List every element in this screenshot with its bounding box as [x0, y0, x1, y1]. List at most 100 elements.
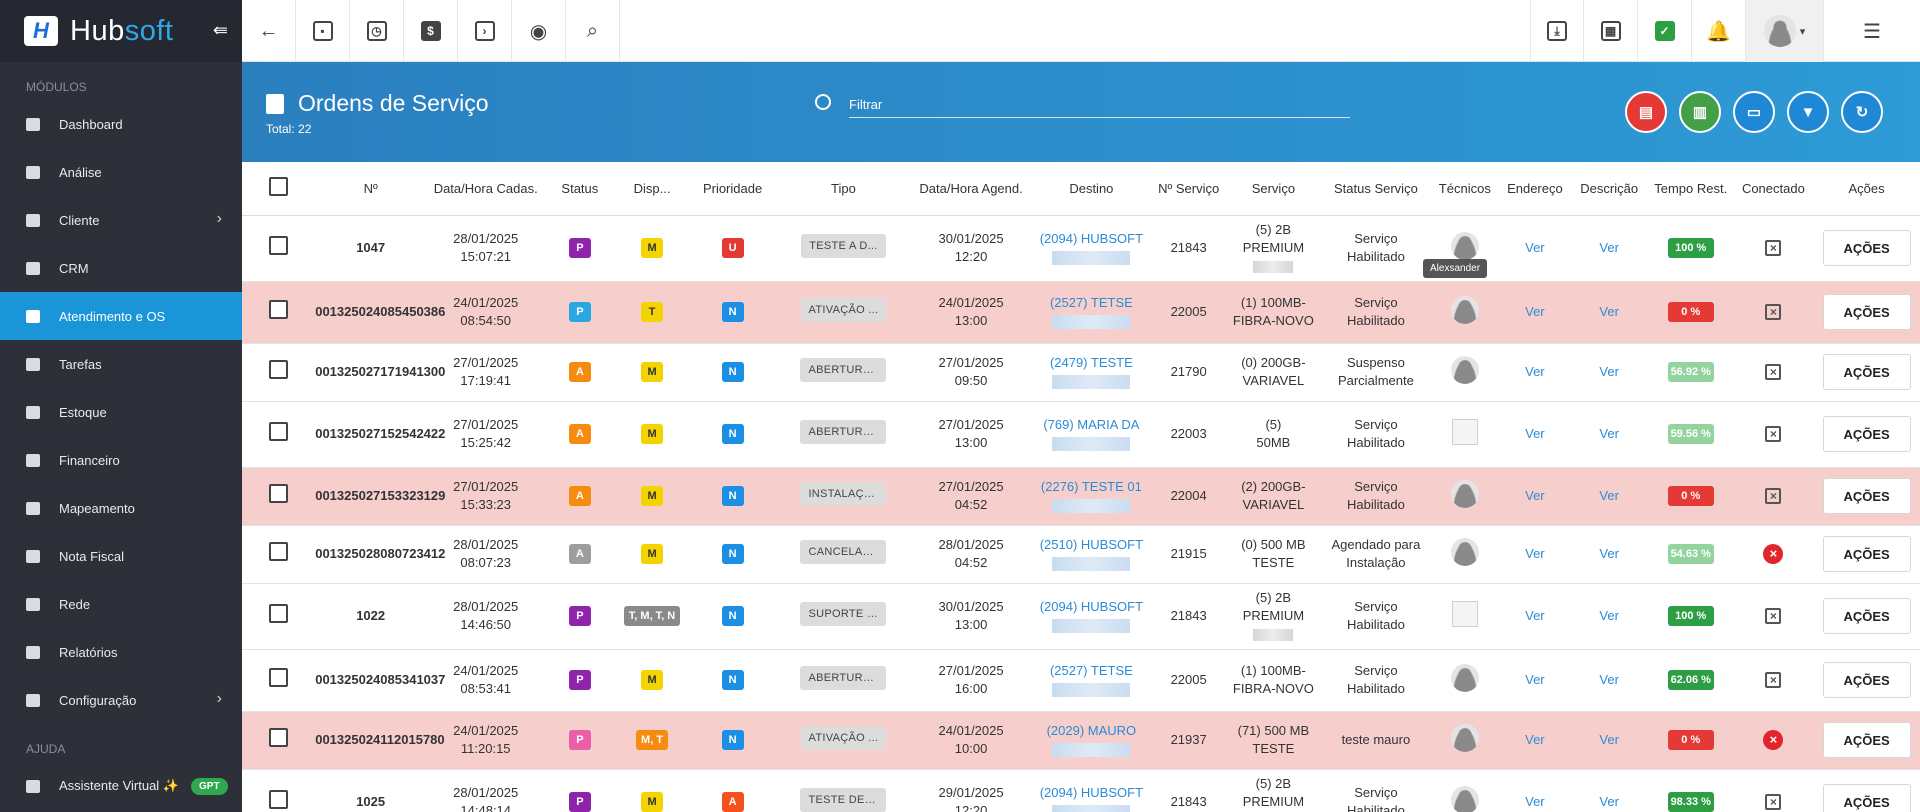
calendar-button[interactable]: ◷	[350, 0, 404, 62]
sidebar-item-dashboard[interactable]: Dashboard	[0, 100, 242, 148]
destination-link[interactable]: (769) MARIA DA	[1043, 417, 1140, 432]
sidebar-item-rede[interactable]: Rede	[0, 580, 242, 628]
view-address-link[interactable]: Ver	[1525, 546, 1545, 561]
terminal-button[interactable]: ›	[458, 0, 512, 62]
technician-avatar[interactable]	[1450, 537, 1479, 566]
view-address-link[interactable]: Ver	[1525, 672, 1545, 687]
actions-button[interactable]: AÇÕES	[1822, 536, 1911, 572]
destination-link[interactable]: (2094) HUBSOFT	[1039, 599, 1144, 614]
actions-button[interactable]: AÇÕES	[1822, 230, 1911, 266]
technician-avatar[interactable]	[1450, 479, 1479, 508]
building-button[interactable]: ▦	[1584, 0, 1638, 62]
column-header[interactable]: Status	[545, 162, 615, 216]
column-header[interactable]: Destino	[1030, 162, 1153, 216]
table-row[interactable]: 001325024085341037 24/01/2025 08:53:41 P M N A…	[242, 649, 1920, 712]
column-header[interactable]: Tipo	[775, 162, 912, 216]
select-all-checkbox[interactable]	[269, 177, 289, 197]
view-description-link[interactable]: Ver	[1599, 546, 1619, 561]
search-button[interactable]: ⌕	[566, 0, 620, 62]
column-header[interactable]: Data/Hora Agend.	[911, 162, 1031, 216]
table-row[interactable]: 001325024085450386 24/01/2025 08:54:50 P T N A…	[242, 281, 1920, 344]
row-checkbox[interactable]	[269, 422, 289, 441]
table-row[interactable]: 001325027153323129 27/01/2025 15:33:23 A M N I…	[242, 467, 1920, 526]
table-row[interactable]: 001325027171941300 27/01/2025 17:19:41 A M N A…	[242, 343, 1920, 402]
view-description-link[interactable]: Ver	[1599, 488, 1619, 503]
row-checkbox[interactable]	[269, 728, 289, 747]
sidebar-item-relat-rios[interactable]: Relatórios	[0, 628, 242, 676]
view-address-link[interactable]: Ver	[1525, 240, 1545, 255]
table-row[interactable]: 1022 28/01/2025 14:46:50 P T, M, T, N N SUPORT…	[242, 583, 1920, 650]
table-row[interactable]: 001325028080723412 28/01/2025 08:07:23 A M N C…	[242, 525, 1920, 584]
column-header[interactable]: Data/Hora Cadas.	[426, 162, 546, 216]
row-checkbox[interactable]	[269, 542, 289, 561]
table-row[interactable]: 1025 28/01/2025 14:48:14 P M A TESTE DEV... 29/…	[242, 769, 1920, 812]
destination-link[interactable]: (2479) TESTE	[1049, 355, 1133, 370]
sidebar-item-assistente-virtual[interactable]: Assistente Virtual ✨ GPT	[0, 762, 242, 810]
back-button[interactable]: ←	[242, 0, 296, 62]
column-header[interactable]: Ações	[1813, 162, 1920, 216]
actions-button[interactable]: AÇÕES	[1822, 662, 1911, 698]
view-button[interactable]: ◉	[512, 0, 566, 62]
view-description-link[interactable]: Ver	[1599, 732, 1619, 747]
column-header[interactable]: Serviço	[1225, 162, 1322, 216]
filter-button[interactable]: ▼	[1787, 91, 1829, 133]
collapse-menu-icon[interactable]: ⇚	[212, 20, 228, 40]
column-header[interactable]: Tempo Rest.	[1647, 162, 1734, 216]
sidebar-item-mapeamento[interactable]: Mapeamento	[0, 484, 242, 532]
view-address-link[interactable]: Ver	[1525, 794, 1545, 809]
destination-link[interactable]: (2029) MAURO	[1046, 723, 1137, 738]
view-description-link[interactable]: Ver	[1599, 608, 1619, 623]
view-description-link[interactable]: Ver	[1599, 794, 1619, 809]
sidebar-item-configura-o[interactable]: Configuração ›	[0, 676, 242, 724]
destination-link[interactable]: (2510) HUBSOFT	[1039, 537, 1144, 552]
view-description-link[interactable]: Ver	[1599, 364, 1619, 379]
view-description-link[interactable]: Ver	[1599, 672, 1619, 687]
view-description-link[interactable]: Ver	[1599, 426, 1619, 441]
finance-button[interactable]: $	[404, 0, 458, 62]
view-address-link[interactable]: Ver	[1525, 364, 1545, 379]
technician-avatar[interactable]	[1450, 231, 1479, 260]
destination-link[interactable]: (2094) HUBSOFT	[1039, 231, 1144, 246]
user-menu[interactable]: ▾	[1746, 0, 1824, 62]
row-checkbox[interactable]	[269, 668, 289, 687]
actions-button[interactable]: AÇÕES	[1822, 722, 1911, 758]
row-checkbox[interactable]	[269, 360, 289, 379]
view-address-link[interactable]: Ver	[1525, 608, 1545, 623]
view-address-link[interactable]: Ver	[1525, 488, 1545, 503]
sidebar-item-cliente[interactable]: Cliente ›	[0, 196, 242, 244]
column-header[interactable]: Status Serviço	[1321, 162, 1431, 216]
export-excel-button[interactable]: ▥	[1679, 91, 1721, 133]
technician-avatar[interactable]	[1450, 785, 1479, 812]
actions-button[interactable]: AÇÕES	[1822, 598, 1911, 634]
filter-input[interactable]	[849, 92, 1350, 118]
column-header[interactable]: Técnicos	[1430, 162, 1500, 216]
destination-link[interactable]: (2527) TETSE	[1049, 295, 1133, 310]
monitor-button[interactable]: ▭	[1733, 91, 1775, 133]
actions-button[interactable]: AÇÕES	[1822, 294, 1911, 330]
export-pdf-button[interactable]: ▤	[1625, 91, 1667, 133]
sidebar-item-estoque[interactable]: Estoque	[0, 388, 242, 436]
row-checkbox[interactable]	[269, 300, 289, 319]
column-header[interactable]: Disp...	[614, 162, 690, 216]
row-checkbox[interactable]	[269, 484, 289, 503]
actions-button[interactable]: AÇÕES	[1822, 354, 1911, 390]
column-header[interactable]: Prioridade	[689, 162, 776, 216]
technician-avatar[interactable]	[1450, 355, 1479, 384]
table-row[interactable]: 001325027152542422 27/01/2025 15:25:42 A M N A…	[242, 401, 1920, 468]
actions-button[interactable]: AÇÕES	[1822, 784, 1911, 812]
table-row[interactable]: 001325024112015780 24/01/2025 11:20:15 P M, …	[242, 711, 1920, 770]
row-checkbox[interactable]	[269, 790, 289, 809]
view-address-link[interactable]: Ver	[1525, 426, 1545, 441]
chat-check-button[interactable]: ✓	[1638, 0, 1692, 62]
column-header[interactable]: Descrição	[1570, 162, 1648, 216]
column-header[interactable]: Endereço	[1499, 162, 1571, 216]
technician-avatar[interactable]	[1450, 723, 1479, 752]
actions-button[interactable]: AÇÕES	[1822, 478, 1911, 514]
actions-button[interactable]: AÇÕES	[1822, 416, 1911, 452]
destination-link[interactable]: (2094) HUBSOFT	[1039, 785, 1144, 800]
list-menu-button[interactable]: ☰	[1824, 0, 1920, 62]
pdf-button[interactable]: ⤓	[1530, 0, 1584, 62]
column-header[interactable]: Nº	[315, 162, 427, 216]
sidebar-item-an-lise[interactable]: Análise	[0, 148, 242, 196]
technician-avatar[interactable]	[1450, 663, 1479, 692]
